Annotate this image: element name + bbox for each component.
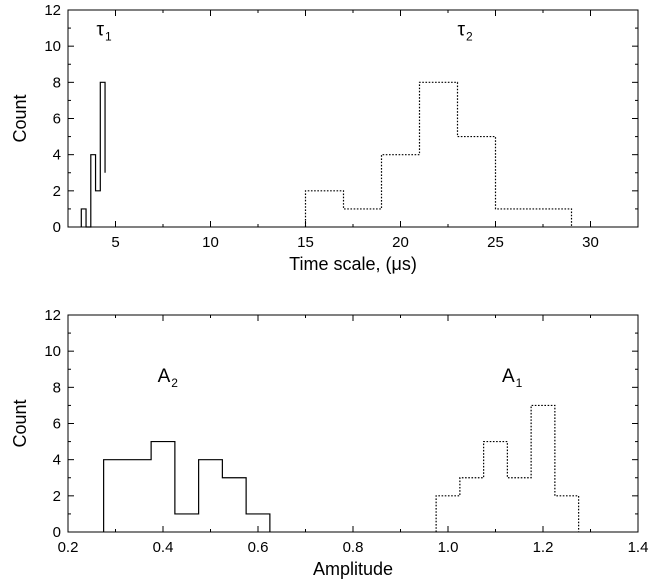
histogram-series-1 xyxy=(80,81,106,228)
y-tick-label: 12 xyxy=(44,307,61,324)
y-tick-label: 0 xyxy=(53,219,61,236)
y-tick-label: 2 xyxy=(53,488,61,505)
chart-2: 0 2 4 6 8 10 12 0.2 0.4 0.6 0.8 1.0 1.2 1.4 Amplitude C… xyxy=(10,307,648,579)
x-tick-label: 15 xyxy=(297,234,314,251)
x-tick-label: 5 xyxy=(111,234,119,251)
y-tick-label: 12 xyxy=(44,2,61,19)
series-annotation: A1 xyxy=(502,366,523,390)
x-tick-label: 30 xyxy=(582,234,599,251)
histogram-series-2 xyxy=(435,404,580,532)
y-tick-label: 2 xyxy=(53,183,61,200)
x-tick-label: 0.6 xyxy=(248,539,269,556)
y-tick-label: 6 xyxy=(53,111,61,128)
y-tick-label: 6 xyxy=(53,416,61,433)
y-axis-title: Count xyxy=(10,399,30,447)
x-tick-label: 10 xyxy=(202,234,219,251)
x-axis-title: Amplitude xyxy=(313,559,393,579)
y-tick-label: 0 xyxy=(53,524,61,541)
series-annotation: τ2 xyxy=(457,19,473,43)
histogram-series-1 xyxy=(103,440,271,532)
plot-frame xyxy=(67,9,639,228)
y-axis-title: Count xyxy=(10,94,30,142)
x-tick-label: 1.0 xyxy=(438,539,459,556)
x-axis-title: Time scale, (μs) xyxy=(289,254,417,274)
x-tick-label: 1.2 xyxy=(533,539,554,556)
x-tick-label: 1.4 xyxy=(628,539,649,556)
y-tick-label: 10 xyxy=(44,38,61,55)
y-tick-label: 4 xyxy=(53,147,61,164)
x-tick-label: 25 xyxy=(487,234,504,251)
series-annotation: A2 xyxy=(158,366,179,390)
y-tick-label: 8 xyxy=(53,379,61,396)
x-tick-label: 0.8 xyxy=(343,539,364,556)
histogram-series-2 xyxy=(304,81,573,227)
x-tick-label: 0.4 xyxy=(153,539,174,556)
x-tick-label: 20 xyxy=(392,234,409,251)
chart-1: 0 2 4 6 8 10 12 5 10 15 20 25 30 Time scale, (μs) Coun… xyxy=(10,2,639,274)
x-tick-label: 0.2 xyxy=(58,539,79,556)
plot-frame xyxy=(67,314,639,533)
series-annotation: τ1 xyxy=(96,19,112,43)
y-tick-label: 4 xyxy=(53,452,61,469)
y-tick-label: 10 xyxy=(44,343,61,360)
y-tick-label: 8 xyxy=(53,74,61,91)
